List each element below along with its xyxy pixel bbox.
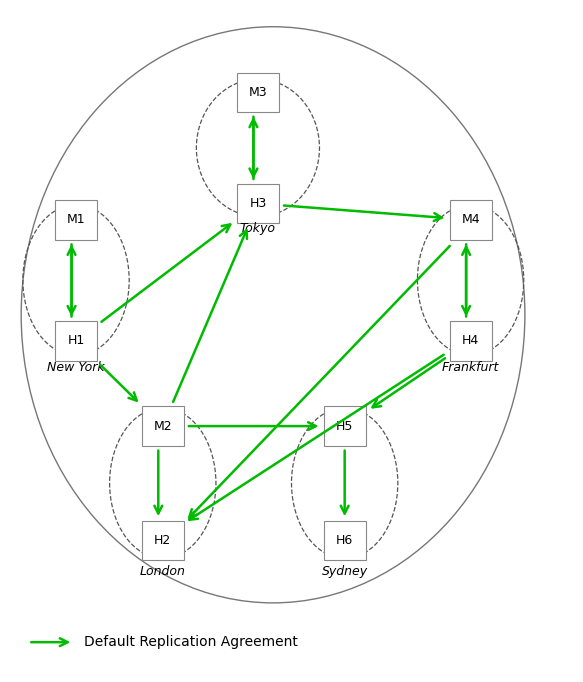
FancyBboxPatch shape (324, 521, 366, 561)
Text: H5: H5 (336, 419, 353, 432)
Text: H3: H3 (250, 197, 266, 210)
Text: M4: M4 (461, 213, 480, 226)
FancyBboxPatch shape (449, 321, 491, 361)
FancyBboxPatch shape (55, 201, 97, 239)
FancyBboxPatch shape (142, 406, 184, 446)
FancyBboxPatch shape (142, 521, 184, 561)
FancyBboxPatch shape (324, 406, 366, 446)
Text: H4: H4 (462, 334, 479, 348)
FancyBboxPatch shape (237, 72, 279, 112)
Text: H1: H1 (68, 334, 85, 348)
FancyBboxPatch shape (55, 321, 97, 361)
Text: Sydney: Sydney (322, 565, 368, 578)
Text: New York: New York (47, 361, 105, 374)
Text: H2: H2 (154, 534, 171, 547)
Text: London: London (140, 565, 186, 578)
Text: M3: M3 (248, 86, 267, 99)
Text: M2: M2 (153, 419, 172, 432)
Text: M1: M1 (66, 213, 85, 226)
Text: H6: H6 (336, 534, 353, 547)
FancyBboxPatch shape (449, 201, 491, 239)
Text: Frankfurt: Frankfurt (442, 361, 499, 374)
Text: Default Replication Agreement: Default Replication Agreement (85, 635, 298, 649)
FancyBboxPatch shape (237, 184, 279, 223)
Text: Tokyo: Tokyo (240, 222, 276, 235)
